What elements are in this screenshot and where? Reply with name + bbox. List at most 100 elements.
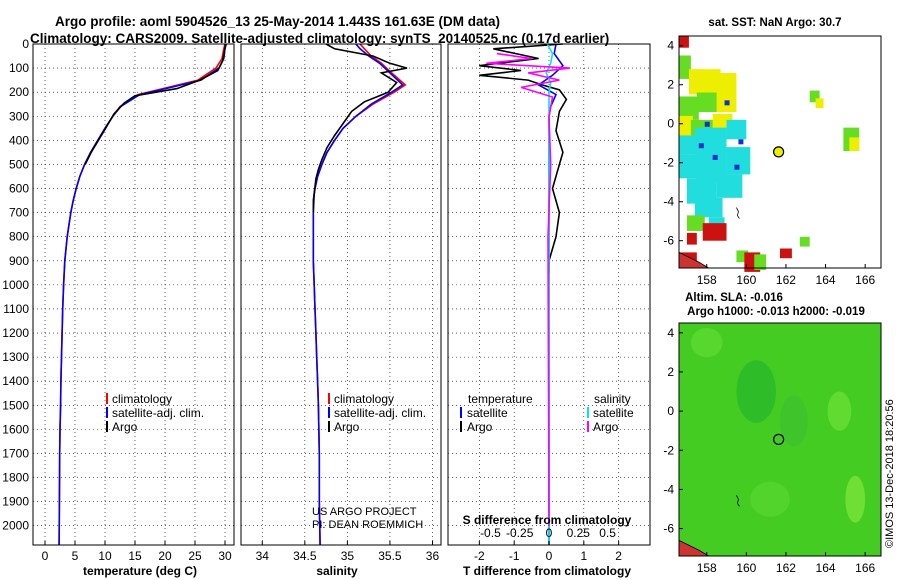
x-tick-label: 25 — [188, 549, 202, 563]
x-top-tick-label: 0.5 — [599, 526, 616, 540]
y-tick-label: 100 — [9, 61, 29, 75]
y-tick-label: 4 — [667, 326, 674, 340]
x-tick-label: 5 — [72, 549, 79, 563]
sst-pixel — [849, 137, 860, 152]
sst-pixel — [702, 223, 727, 241]
x-tick-label: -2 — [474, 549, 485, 563]
series-line — [58, 43, 227, 546]
series-line — [479, 43, 568, 273]
legend-s-satellite: satellite — [593, 406, 634, 420]
sla-map-subtitle: Argo h1000: -0.013 h2000: -0.019 — [687, 306, 865, 318]
salinity-panel: 34 34.5 35 35.5 36 — [240, 43, 442, 563]
x-tick-label: 10 — [98, 549, 112, 563]
y-tick-label: -2 — [663, 443, 674, 457]
y-tick-label: 300 — [9, 109, 29, 123]
plot-frame — [32, 43, 235, 546]
y-tick-label: 4 — [667, 39, 674, 53]
x-tick-label: -1 — [509, 549, 520, 563]
x-tick-label: 0 — [42, 549, 49, 563]
y-tick-label: -2 — [663, 156, 674, 170]
sst-pixel — [809, 90, 820, 103]
temperature-panel: 0 5 10 15 20 25 30 — [32, 43, 235, 563]
x-tick-label: 35 — [341, 549, 355, 563]
argo-position-marker — [773, 433, 785, 445]
sst-pixel — [679, 55, 691, 79]
sla-patch — [845, 475, 866, 523]
map-background — [679, 323, 881, 556]
y-tick-label: 2 — [667, 365, 674, 379]
sla-patch — [780, 395, 808, 447]
sla-map-title: Altim. SLA: -0.016 — [685, 292, 783, 304]
y-tick-label: 600 — [9, 182, 29, 196]
sst-map-title: sat. SST: NaN Argo: 30.7 — [708, 17, 841, 29]
y-tick-label: 0 — [667, 117, 674, 131]
x-tick-label: 162 — [776, 273, 796, 287]
y-tick-label: 1200 — [2, 326, 29, 340]
series-line — [312, 43, 408, 213]
difference-panel: -2 -1 0 1 2 -0.5 -0.25 0 0.25 0.5 — [447, 43, 651, 563]
island-outline — [736, 495, 740, 507]
sst-pixel — [780, 248, 792, 259]
sst-pixel — [734, 164, 740, 170]
figure-title-line2: Climatology: CARS2009. Satellite-adjuste… — [30, 31, 609, 46]
x-tick-label: 164 — [816, 561, 836, 575]
temperature-legend: climatology satellite-adj. clim. Argo — [106, 392, 204, 434]
y-tick-label: 1800 — [2, 471, 29, 485]
sla-patch — [736, 360, 777, 423]
legend-t-satellite: satellite — [467, 406, 508, 420]
x-tick-label: 36 — [426, 549, 440, 563]
sst-pixel — [679, 96, 699, 120]
x-tick-label: 162 — [776, 561, 796, 575]
sst-pixel — [738, 139, 744, 145]
sst-pixel — [688, 69, 721, 95]
y-tick-label: 2000 — [2, 519, 29, 533]
y-tick-label: 1700 — [2, 446, 29, 460]
y-tick-label: -4 — [663, 195, 674, 209]
x-top-tick-label: -0.5 — [480, 526, 501, 540]
x-tick-label: 160 — [736, 561, 756, 575]
x-top-tick-label: 0 — [546, 526, 553, 540]
sla-patch — [827, 391, 852, 431]
y-tick-label: -6 — [663, 522, 674, 536]
y-tick-label: 1400 — [2, 374, 29, 388]
island-outline — [736, 207, 740, 219]
sla-patch — [750, 481, 790, 517]
sst-pixel — [694, 197, 723, 218]
y-tick-label: 700 — [9, 206, 29, 220]
salinity-legend: climatology satellite-adj. clim. Argo US… — [312, 392, 426, 531]
sst-pixel — [736, 250, 749, 263]
legend-temperature-title: temperature — [468, 392, 533, 406]
sla-map: 158 160 162 164 166 4 2 0 -2 -4 -6 — [663, 322, 882, 575]
x-tick-label: 0 — [546, 549, 553, 563]
legend-s-argo: Argo — [593, 420, 619, 434]
map-frame — [678, 322, 882, 557]
series-line — [312, 43, 404, 546]
x-tick-label: 35.5 — [378, 549, 402, 563]
sst-pixel — [724, 100, 730, 106]
argo-position-marker — [773, 146, 785, 158]
sst-pixel — [679, 135, 697, 155]
tdiff-xlabel: T difference from climatology — [463, 564, 631, 578]
x-tick-label: 34 — [256, 549, 270, 563]
y-tick-label: 0 — [667, 404, 674, 418]
sst-pixel — [686, 232, 697, 245]
x-tick-label: 20 — [158, 549, 172, 563]
y-tick-label: 800 — [9, 230, 29, 244]
sla-patch — [690, 327, 723, 358]
difference-legend: temperature satellite Argo salinity sate… — [460, 392, 634, 434]
sst-pixel — [679, 36, 689, 48]
sst-pixel — [754, 254, 767, 270]
x-tick-label: 164 — [816, 273, 836, 287]
y-tick-label: 0 — [22, 37, 29, 51]
series-line — [84, 43, 227, 165]
depth-axis: 0 100 200 300 400 500 600 700 800 900 1000 1100 1200… — [2, 37, 29, 533]
legend-satellite: satellite-adj. clim. — [334, 406, 426, 420]
x-tick-label: 160 — [736, 273, 756, 287]
sst-pixel — [716, 174, 743, 198]
sst-pixel — [698, 143, 704, 149]
x-tick-label: 166 — [855, 273, 875, 287]
y-tick-label: 2 — [667, 78, 674, 92]
x-tick-label: 30 — [218, 549, 232, 563]
x-tick-label: 2 — [615, 549, 622, 563]
sst-pixel — [815, 98, 824, 109]
